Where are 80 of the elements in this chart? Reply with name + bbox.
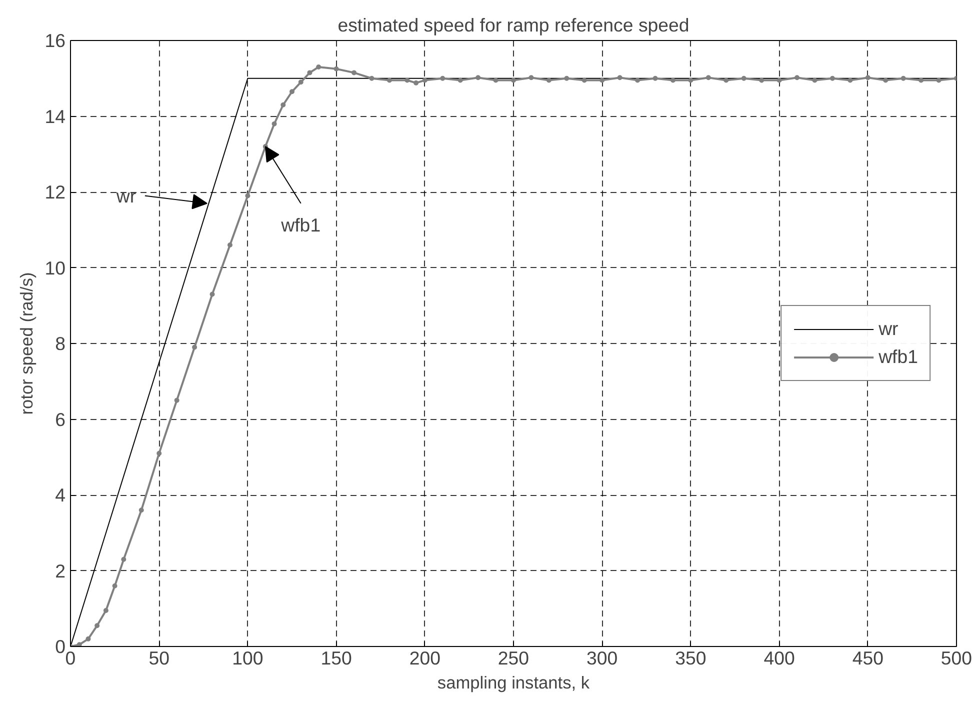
y-tick-label: 10 bbox=[44, 257, 66, 278]
x-tick-label: 350 bbox=[675, 648, 706, 668]
point bbox=[422, 78, 428, 83]
x-tick-label: 200 bbox=[409, 648, 440, 668]
point bbox=[706, 75, 711, 80]
point bbox=[900, 76, 906, 81]
point bbox=[245, 193, 250, 198]
x-axis-title: sampling instants, k bbox=[437, 672, 590, 692]
point bbox=[86, 636, 91, 642]
y-tick-label: 8 bbox=[55, 333, 66, 354]
annotation: wfb1 bbox=[280, 214, 321, 236]
y-tick-label: 16 bbox=[44, 30, 66, 51]
legend-label: wr bbox=[878, 318, 899, 340]
point bbox=[936, 78, 942, 83]
point bbox=[103, 608, 108, 614]
point bbox=[865, 75, 870, 80]
point bbox=[316, 64, 322, 70]
y-tick-label: 12 bbox=[44, 182, 66, 202]
point bbox=[174, 398, 180, 403]
x-tick-label: 150 bbox=[320, 648, 352, 668]
point bbox=[670, 78, 676, 83]
point bbox=[582, 78, 587, 83]
point bbox=[272, 121, 277, 126]
point bbox=[883, 78, 888, 83]
point bbox=[414, 80, 419, 86]
annotation: wr bbox=[115, 185, 136, 206]
y-tick-label: 2 bbox=[55, 560, 66, 582]
point bbox=[776, 78, 782, 83]
point bbox=[334, 66, 339, 72]
x-tick-label: 50 bbox=[148, 648, 170, 668]
point bbox=[138, 508, 144, 513]
point bbox=[156, 450, 162, 456]
point bbox=[511, 78, 516, 83]
point bbox=[546, 78, 552, 83]
y-axis-title: rotor speed (rad/s) bbox=[16, 272, 37, 415]
point bbox=[794, 75, 800, 80]
point bbox=[440, 76, 446, 81]
x-tick-label: 300 bbox=[586, 648, 618, 668]
point bbox=[210, 292, 215, 297]
point bbox=[76, 642, 82, 646]
point bbox=[652, 76, 658, 81]
point bbox=[759, 78, 764, 83]
point bbox=[741, 76, 746, 81]
point bbox=[290, 89, 294, 94]
point bbox=[192, 344, 198, 350]
point bbox=[848, 78, 853, 83]
point bbox=[688, 78, 694, 83]
point bbox=[600, 78, 605, 83]
point bbox=[121, 556, 126, 562]
y-tick-label: 14 bbox=[44, 106, 66, 127]
point bbox=[812, 78, 818, 83]
point bbox=[227, 242, 232, 248]
legend-label: wfb1 bbox=[878, 346, 918, 368]
point bbox=[830, 76, 835, 81]
point bbox=[458, 78, 463, 83]
y-tick-label: 6 bbox=[55, 408, 66, 430]
point bbox=[918, 78, 924, 83]
x-tick-label: 500 bbox=[940, 648, 972, 668]
point bbox=[280, 102, 286, 108]
point bbox=[307, 70, 312, 76]
x-tick-label: 100 bbox=[232, 648, 264, 668]
point bbox=[635, 78, 640, 83]
chart-title: estimated speed for ramp reference speed bbox=[338, 14, 690, 36]
point bbox=[617, 75, 622, 80]
x-tick-label: 450 bbox=[852, 648, 884, 668]
point bbox=[298, 80, 304, 85]
x-tick-label: 250 bbox=[498, 648, 530, 668]
point bbox=[404, 78, 410, 83]
point bbox=[94, 623, 100, 628]
point bbox=[386, 78, 392, 83]
point bbox=[564, 76, 570, 81]
point bbox=[528, 75, 534, 80]
point bbox=[352, 70, 357, 76]
y-tick-label: 4 bbox=[55, 484, 66, 506]
point bbox=[112, 583, 118, 588]
point bbox=[369, 76, 374, 81]
point bbox=[493, 78, 498, 83]
point bbox=[476, 75, 481, 80]
x-tick-label: 400 bbox=[764, 648, 795, 668]
point bbox=[724, 78, 729, 83]
